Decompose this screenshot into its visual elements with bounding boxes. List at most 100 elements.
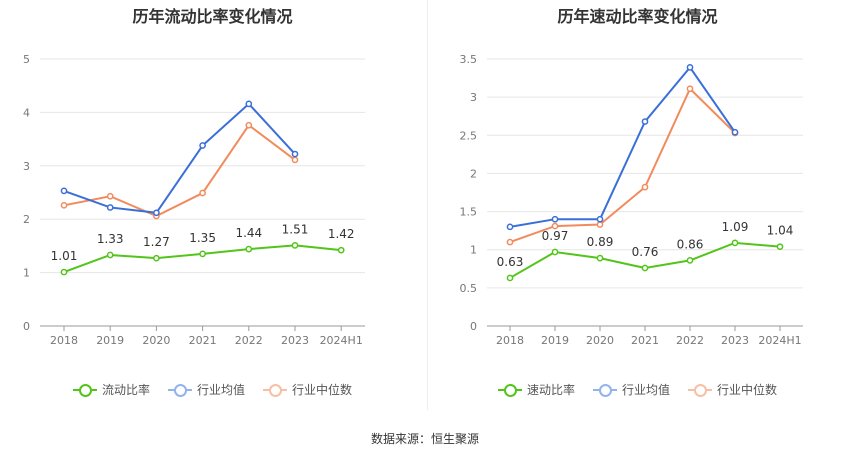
data-point — [245, 245, 253, 253]
data-point — [551, 248, 559, 256]
data-label: 1.35 — [189, 231, 216, 245]
data-point — [106, 204, 114, 211]
y-tick-label: 4 — [23, 106, 30, 119]
data-label: 1.01 — [51, 249, 78, 263]
data-point — [245, 121, 253, 129]
x-tick-label: 2023 — [281, 334, 309, 347]
x-tick-label: 2020 — [586, 334, 614, 347]
data-label: 1.27 — [143, 235, 170, 249]
data-point — [291, 150, 299, 158]
y-tick-label: 1.5 — [460, 206, 478, 219]
legend-label: 流动比率 — [101, 383, 150, 397]
legend-marker-icon — [167, 383, 192, 397]
data-label: 1.09 — [722, 220, 749, 234]
legend-item-current-ratio[interactable]: 流动比率 — [72, 381, 150, 398]
x-tick-label: 2024H1 — [320, 334, 363, 347]
legend-marker-icon — [263, 383, 287, 397]
data-point — [551, 215, 559, 223]
data-label: 1.42 — [328, 227, 355, 241]
data-point — [506, 223, 514, 231]
data-point — [776, 243, 784, 251]
legend-item-industry-median[interactable]: 行业中位数 — [688, 381, 777, 398]
data-point — [596, 215, 604, 223]
data-point — [199, 189, 206, 197]
data-point — [596, 221, 604, 228]
data-point — [731, 128, 739, 136]
data-point — [641, 183, 649, 191]
data-point — [686, 85, 694, 93]
y-tick-label: 5 — [23, 53, 30, 66]
y-tick-label: 2 — [470, 167, 477, 180]
data-point — [731, 239, 739, 247]
data-point — [106, 251, 114, 259]
data-point — [153, 209, 160, 217]
legend-label: 行业中位数 — [292, 383, 353, 397]
x-tick-label: 2021 — [189, 334, 217, 347]
legend-marker-icon — [592, 383, 617, 397]
legend: 流动比率 行业均值 行业中位数 — [0, 381, 425, 398]
series-line — [509, 87, 736, 244]
legend-item-industry-median[interactable]: 行业中位数 — [263, 381, 352, 398]
y-tick-label: 1 — [470, 244, 477, 257]
legend-label: 行业中位数 — [717, 383, 778, 397]
legend-item-industry-mean[interactable]: 行业均值 — [167, 381, 245, 398]
legend-label: 行业均值 — [621, 383, 670, 397]
x-tick-label: 2019 — [96, 334, 124, 347]
data-label: 0.97 — [542, 229, 569, 243]
data-label: 1.33 — [97, 232, 124, 246]
quick-ratio-plot: 0 0.5 1 1.5 2 2.5 3 3.5 2018 2019 2020 2021 2022 2023… — [460, 53, 803, 347]
y-tick-label: 3 — [470, 91, 477, 104]
chart-title: 历年速动比率变化情况 — [557, 7, 718, 26]
data-label: 1.44 — [235, 226, 262, 240]
data-label: 0.89 — [587, 235, 614, 249]
legend-marker-icon — [72, 383, 97, 397]
data-point — [199, 250, 206, 258]
data-point — [641, 118, 649, 125]
y-tick-label: 0 — [470, 320, 477, 333]
x-tick-label: 2022 — [676, 334, 704, 347]
y-tick-label: 0.5 — [460, 282, 478, 295]
x-tick-label: 2020 — [142, 334, 170, 347]
y-tick-label: 2 — [23, 213, 30, 226]
chart-title: 历年流动比率变化情况 — [132, 7, 293, 26]
quick-ratio-chart: 历年速动比率变化情况 0 0.5 1 1.5 2 2.5 3 3.5 2018 2019 2020 2… — [425, 0, 850, 420]
series-line — [509, 65, 736, 228]
data-point — [686, 64, 694, 71]
y-tick-label: 3 — [23, 160, 30, 173]
legend: 速动比率 行业均值 行业中位数 — [425, 381, 850, 398]
x-tick-label: 2018 — [50, 334, 78, 347]
legend-label: 速动比率 — [526, 383, 575, 397]
data-point — [60, 187, 68, 195]
data-point — [60, 201, 68, 209]
y-tick-label: 3.5 — [460, 53, 478, 66]
series-line — [63, 123, 296, 218]
data-point — [551, 222, 559, 230]
data-label: 1.04 — [767, 224, 794, 238]
data-point — [153, 254, 160, 262]
data-source: 数据来源：恒生聚源 — [370, 432, 479, 446]
series-line — [63, 244, 342, 274]
data-label: 0.63 — [497, 255, 524, 269]
data-label: 1.51 — [282, 222, 309, 236]
legend-item-industry-mean[interactable]: 行业均值 — [592, 381, 670, 398]
y-tick-label: 1 — [23, 267, 30, 280]
data-point — [686, 257, 694, 264]
current-ratio-plot: 0 1 2 3 4 5 2018 2019 2020 2021 2022 2023 2024H1 1.01… — [23, 53, 365, 347]
panel-divider — [427, 0, 428, 410]
data-point — [106, 192, 114, 200]
data-label: 0.76 — [632, 245, 659, 259]
legend-item-quick-ratio[interactable]: 速动比率 — [497, 381, 575, 398]
data-point — [291, 242, 299, 249]
x-tick-label: 2021 — [631, 334, 659, 347]
x-tick-label: 2019 — [541, 334, 569, 347]
data-point — [337, 246, 345, 254]
legend-marker-icon — [497, 383, 522, 397]
x-tick-label: 2018 — [496, 334, 524, 347]
legend-marker-icon — [688, 383, 712, 397]
data-point — [199, 142, 206, 149]
current-ratio-chart: 历年流动比率变化情况 0 1 2 3 4 5 2018 2019 2020 2021 2022 202… — [0, 0, 425, 420]
data-point — [641, 264, 649, 272]
series-line — [63, 102, 296, 214]
y-tick-label: 2.5 — [460, 129, 478, 142]
data-label: 0.86 — [677, 237, 704, 251]
